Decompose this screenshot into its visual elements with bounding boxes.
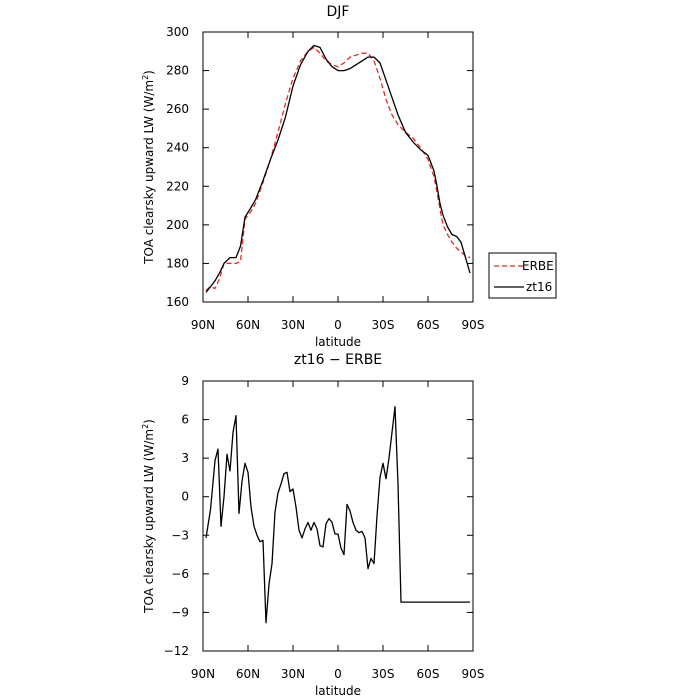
bottom-x-tick-label: 30N (281, 667, 305, 681)
legend-label-zt16: zt16 (526, 280, 552, 294)
bottom-series-group (205, 406, 470, 624)
bottom-y-tick-label: −9 (171, 605, 189, 619)
bottom-y-tick-label: −12 (164, 644, 189, 658)
top-x-tick-label: 30S (372, 318, 395, 332)
bottom-x-tick-label: 90N (191, 667, 215, 681)
top-y-tick-label: 200 (166, 218, 189, 232)
top-y-axis-label: TOA clearsky upward LW (W/m2) (141, 70, 156, 265)
top-y-axis: 160 180 200 220 240 260 280 300 (166, 25, 473, 309)
top-x-tick-label: 90S (462, 318, 485, 332)
bottom-y-tick-label: 0 (181, 490, 189, 504)
top-series-group (205, 44, 471, 293)
bottom-x-tick-label: 60S (417, 667, 440, 681)
bottom-x-tick-label: 60N (236, 667, 260, 681)
bottom-series-line-difference (205, 406, 470, 624)
bottom-y-tick-label: −3 (171, 528, 189, 542)
bottom-x-tick-label: 30S (372, 667, 395, 681)
bottom-y-axis-label: TOA clearsky upward LW (W/m2) (141, 419, 156, 614)
top-y-axis-label-close: ) (142, 70, 156, 75)
top-y-axis-label-exponent: 2 (141, 75, 150, 80)
top-x-tick-label: 60N (236, 318, 260, 332)
top-y-tick-label: 300 (166, 25, 189, 39)
top-panel: DJF 90N 60N 30N 0 30S 60S 90S 160 180 200 220 240 2… (141, 4, 557, 349)
bottom-y-axis-label-exponent: 2 (141, 424, 150, 429)
top-x-tick-label: 90N (191, 318, 215, 332)
top-y-axis-label-text: TOA clearsky upward LW (W/m (142, 80, 156, 265)
top-y-tick-label: 220 (166, 179, 189, 193)
top-x-axis-label: latitude (315, 335, 361, 349)
top-y-tick-label: 280 (166, 64, 189, 78)
top-series-line-zt16 (205, 44, 471, 293)
bottom-y-axis: −12 −9 −6 −3 0 3 6 9 (164, 374, 473, 658)
bottom-x-tick-label: 0 (334, 667, 342, 681)
bottom-y-tick-label: 9 (181, 374, 189, 388)
top-y-tick-label: 260 (166, 102, 189, 116)
legend-label-erbe: ERBE (522, 259, 554, 273)
top-series-line-erbe (205, 46, 471, 291)
top-y-tick-label: 180 (166, 256, 189, 270)
top-x-tick-label: 60S (417, 318, 440, 332)
bottom-x-axis-label: latitude (315, 684, 361, 698)
bottom-y-tick-label: 3 (181, 451, 189, 465)
top-x-tick-label: 30N (281, 318, 305, 332)
bottom-x-axis: 90N 60N 30N 0 30S 60S 90S (191, 381, 485, 681)
top-chart-title: DJF (327, 4, 350, 20)
top-x-axis: 90N 60N 30N 0 30S 60S 90S (191, 32, 485, 332)
top-x-tick-label: 0 (334, 318, 342, 332)
bottom-x-tick-label: 90S (462, 667, 485, 681)
top-y-tick-label: 240 (166, 141, 189, 155)
bottom-chart-title: zt16 − ERBE (294, 352, 382, 368)
bottom-y-axis-label-text: TOA clearsky upward LW (W/m (142, 429, 156, 614)
bottom-y-tick-label: −6 (171, 567, 189, 581)
bottom-plot-frame (202, 380, 474, 652)
legend: ERBE zt16 (488, 252, 557, 299)
top-y-tick-label: 160 (166, 295, 189, 309)
legend-box (488, 252, 557, 299)
bottom-y-tick-label: 6 (181, 413, 189, 427)
bottom-panel: zt16 − ERBE 90N 60N 30N 0 30S 60S 90S −12−9−6−… (141, 352, 484, 698)
bottom-y-axis-label-close: ) (142, 419, 156, 424)
